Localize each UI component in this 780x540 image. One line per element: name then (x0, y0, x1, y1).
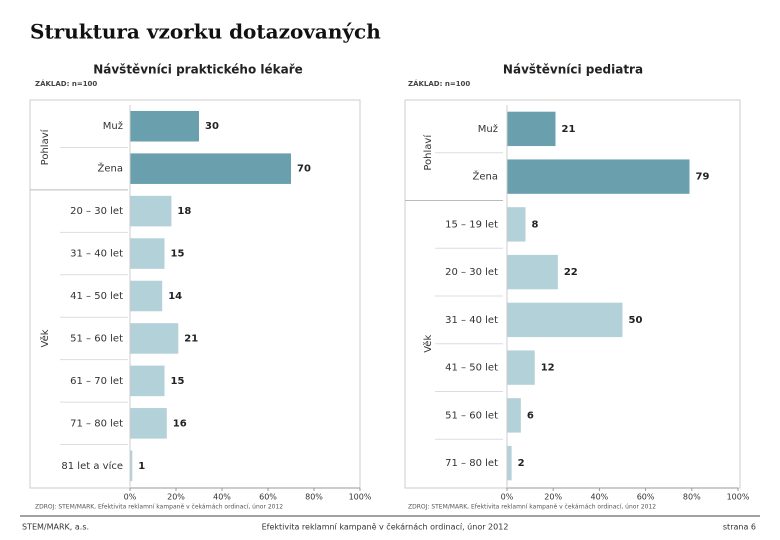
bar (130, 195, 172, 227)
bar (507, 302, 623, 338)
category-label: Žena (473, 170, 498, 183)
footer-right: strana 6 (723, 523, 756, 532)
bar (507, 159, 690, 194)
category-label: Žena (98, 162, 123, 175)
chart-title: Návštěvníci pediatra (503, 63, 643, 77)
bar (507, 111, 556, 147)
x-tick-label: 0% (124, 493, 137, 502)
source-note: ZDROJ: STEM/MARK, Efektivita reklamní ka… (35, 504, 283, 511)
x-tick-label: 60% (637, 493, 655, 502)
group-label: Věk (39, 329, 51, 347)
value-label: 2 (518, 458, 525, 469)
bar (130, 238, 165, 269)
x-tick-label: 20% (544, 493, 562, 502)
bar (130, 323, 179, 354)
footer-center: Efektivita reklamní kampaně v čekárnách … (262, 522, 509, 532)
category-label: 71 – 80 let (445, 458, 498, 469)
bar (507, 350, 535, 385)
value-label: 14 (168, 291, 182, 302)
category-label: 71 – 80 let (70, 418, 123, 429)
value-label: 21 (184, 333, 198, 344)
category-label: Muž (478, 123, 498, 135)
x-tick-label: 100% (727, 493, 750, 502)
category-label: 31 – 40 let (70, 249, 123, 260)
value-label: 12 (541, 363, 555, 374)
group-label: Pohlaví (39, 128, 51, 165)
category-label: 20 – 30 let (445, 267, 498, 278)
chart-subtitle: ZÁKLAD: n=100 (408, 79, 470, 88)
footer-left: STEM/MARK, a.s. (22, 523, 89, 532)
chart-title: Návštěvníci praktického lékaře (93, 63, 303, 77)
category-label: 15 – 19 let (445, 219, 498, 230)
category-label: 41 – 50 let (445, 363, 498, 374)
value-label: 21 (562, 124, 576, 135)
value-label: 16 (173, 418, 187, 429)
category-label: 41 – 50 let (70, 291, 123, 302)
x-tick-label: 0% (501, 493, 514, 502)
bar (130, 280, 163, 312)
group-label: Věk (422, 335, 434, 353)
category-label: 51 – 60 let (445, 410, 498, 421)
bar (507, 445, 512, 481)
x-tick-label: 20% (167, 493, 185, 502)
value-label: 15 (171, 249, 185, 260)
value-label: 6 (527, 410, 534, 421)
category-label: 31 – 40 let (445, 315, 498, 326)
bar (130, 365, 165, 397)
category-label: 20 – 30 let (70, 206, 123, 217)
value-label: 79 (695, 172, 709, 183)
value-label: 70 (297, 164, 311, 175)
category-label: 81 let a více (61, 460, 123, 472)
x-tick-label: 40% (213, 493, 231, 502)
value-label: 1 (138, 461, 145, 472)
value-label: 22 (564, 267, 578, 278)
category-label: 61 – 70 let (70, 376, 123, 387)
slide-title: Struktura vzorku dotazovaných (30, 20, 381, 44)
source-note: ZDROJ: STEM/MARK, Efektivita reklamní ka… (408, 504, 656, 511)
category-label: 51 – 60 let (70, 333, 123, 344)
group-label: Pohlaví (422, 134, 434, 171)
x-tick-label: 80% (683, 493, 701, 502)
bar (130, 110, 199, 142)
bar (507, 398, 521, 433)
x-tick-label: 60% (259, 493, 277, 502)
value-label: 18 (177, 206, 191, 217)
value-label: 50 (629, 315, 643, 326)
bar (130, 450, 133, 482)
x-tick-label: 80% (305, 493, 323, 502)
value-label: 15 (171, 376, 185, 387)
value-label: 30 (205, 121, 219, 132)
chart-subtitle: ZÁKLAD: n=100 (35, 79, 97, 88)
plot-frame (404, 99, 741, 489)
bar (507, 254, 558, 290)
bar (130, 153, 291, 184)
category-label: Muž (103, 120, 123, 132)
value-label: 8 (531, 219, 538, 230)
bar (507, 207, 526, 242)
x-tick-label: 100% (349, 493, 372, 502)
bar (130, 408, 167, 439)
x-tick-label: 40% (591, 493, 609, 502)
